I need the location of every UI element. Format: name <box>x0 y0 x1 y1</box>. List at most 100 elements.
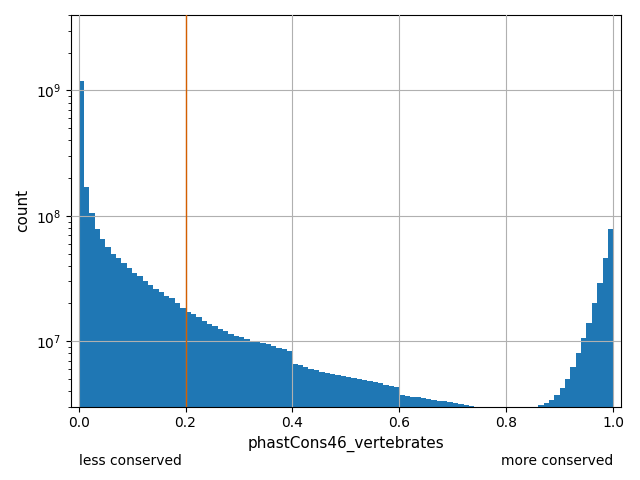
Bar <box>324 372 330 480</box>
Bar <box>271 346 276 480</box>
Bar <box>485 408 490 480</box>
Bar <box>458 404 463 480</box>
Bar <box>511 412 517 480</box>
Bar <box>175 303 180 480</box>
Bar <box>335 375 340 480</box>
Bar <box>404 396 410 480</box>
Bar <box>581 338 586 480</box>
Bar <box>517 411 522 480</box>
Bar <box>95 229 100 480</box>
Bar <box>250 341 255 480</box>
X-axis label: phastCons46_vertebrates: phastCons46_vertebrates <box>248 436 444 452</box>
Bar <box>106 247 111 480</box>
Bar <box>303 367 308 480</box>
Bar <box>212 326 218 480</box>
Bar <box>372 382 378 480</box>
Bar <box>560 388 565 480</box>
Bar <box>148 285 154 480</box>
Bar <box>255 342 260 480</box>
Bar <box>479 408 485 480</box>
Bar <box>394 387 399 480</box>
Bar <box>127 268 132 480</box>
Bar <box>378 384 383 480</box>
Bar <box>202 321 207 480</box>
Bar <box>592 303 597 480</box>
Bar <box>111 253 116 480</box>
Bar <box>554 395 560 480</box>
Bar <box>90 213 95 480</box>
Bar <box>287 350 292 480</box>
Bar <box>597 283 602 480</box>
Bar <box>100 239 106 480</box>
Bar <box>544 403 549 480</box>
Bar <box>186 312 191 480</box>
Bar <box>602 258 608 480</box>
Bar <box>474 407 479 480</box>
Bar <box>469 406 474 480</box>
Bar <box>383 384 388 480</box>
Bar <box>319 372 324 480</box>
Bar <box>453 403 458 480</box>
Bar <box>576 353 581 480</box>
Bar <box>138 276 143 480</box>
Bar <box>239 337 244 480</box>
Bar <box>522 410 527 480</box>
Bar <box>308 369 314 480</box>
Bar <box>388 386 394 480</box>
Bar <box>362 380 367 480</box>
Bar <box>340 376 346 480</box>
Bar <box>266 345 271 480</box>
Text: more conserved: more conserved <box>501 454 613 468</box>
Y-axis label: count: count <box>15 189 30 232</box>
Bar <box>132 273 138 480</box>
Bar <box>549 400 554 480</box>
Bar <box>431 400 436 480</box>
Bar <box>164 296 170 480</box>
Bar <box>191 314 196 480</box>
Bar <box>570 367 576 480</box>
Bar <box>346 377 351 480</box>
Bar <box>399 395 404 480</box>
Bar <box>180 308 186 480</box>
Bar <box>122 263 127 480</box>
Bar <box>196 317 202 480</box>
Bar <box>463 405 469 480</box>
Bar <box>426 399 431 480</box>
Bar <box>538 405 544 480</box>
Bar <box>154 289 159 480</box>
Text: less conserved: less conserved <box>79 454 182 468</box>
Bar <box>244 339 250 480</box>
Bar <box>218 328 223 480</box>
Bar <box>420 398 426 480</box>
Bar <box>260 343 266 480</box>
Bar <box>533 407 538 480</box>
Bar <box>490 409 495 480</box>
Bar <box>608 229 613 480</box>
Bar <box>143 281 148 480</box>
Bar <box>159 292 164 480</box>
Bar <box>447 402 453 480</box>
Bar <box>207 324 212 480</box>
Bar <box>367 381 372 480</box>
Bar <box>84 187 90 480</box>
Bar <box>527 408 533 480</box>
Bar <box>234 336 239 480</box>
Bar <box>314 370 319 480</box>
Bar <box>298 365 303 480</box>
Bar <box>410 397 415 480</box>
Bar <box>116 258 122 480</box>
Bar <box>79 81 84 480</box>
Bar <box>415 397 420 480</box>
Bar <box>282 349 287 480</box>
Bar <box>586 323 592 480</box>
Bar <box>276 348 282 480</box>
Bar <box>356 379 362 480</box>
Bar <box>506 412 511 480</box>
Bar <box>330 373 335 480</box>
Bar <box>442 401 447 480</box>
Bar <box>565 379 570 480</box>
Bar <box>228 334 234 480</box>
Bar <box>292 364 298 480</box>
Bar <box>223 331 228 480</box>
Bar <box>351 378 356 480</box>
